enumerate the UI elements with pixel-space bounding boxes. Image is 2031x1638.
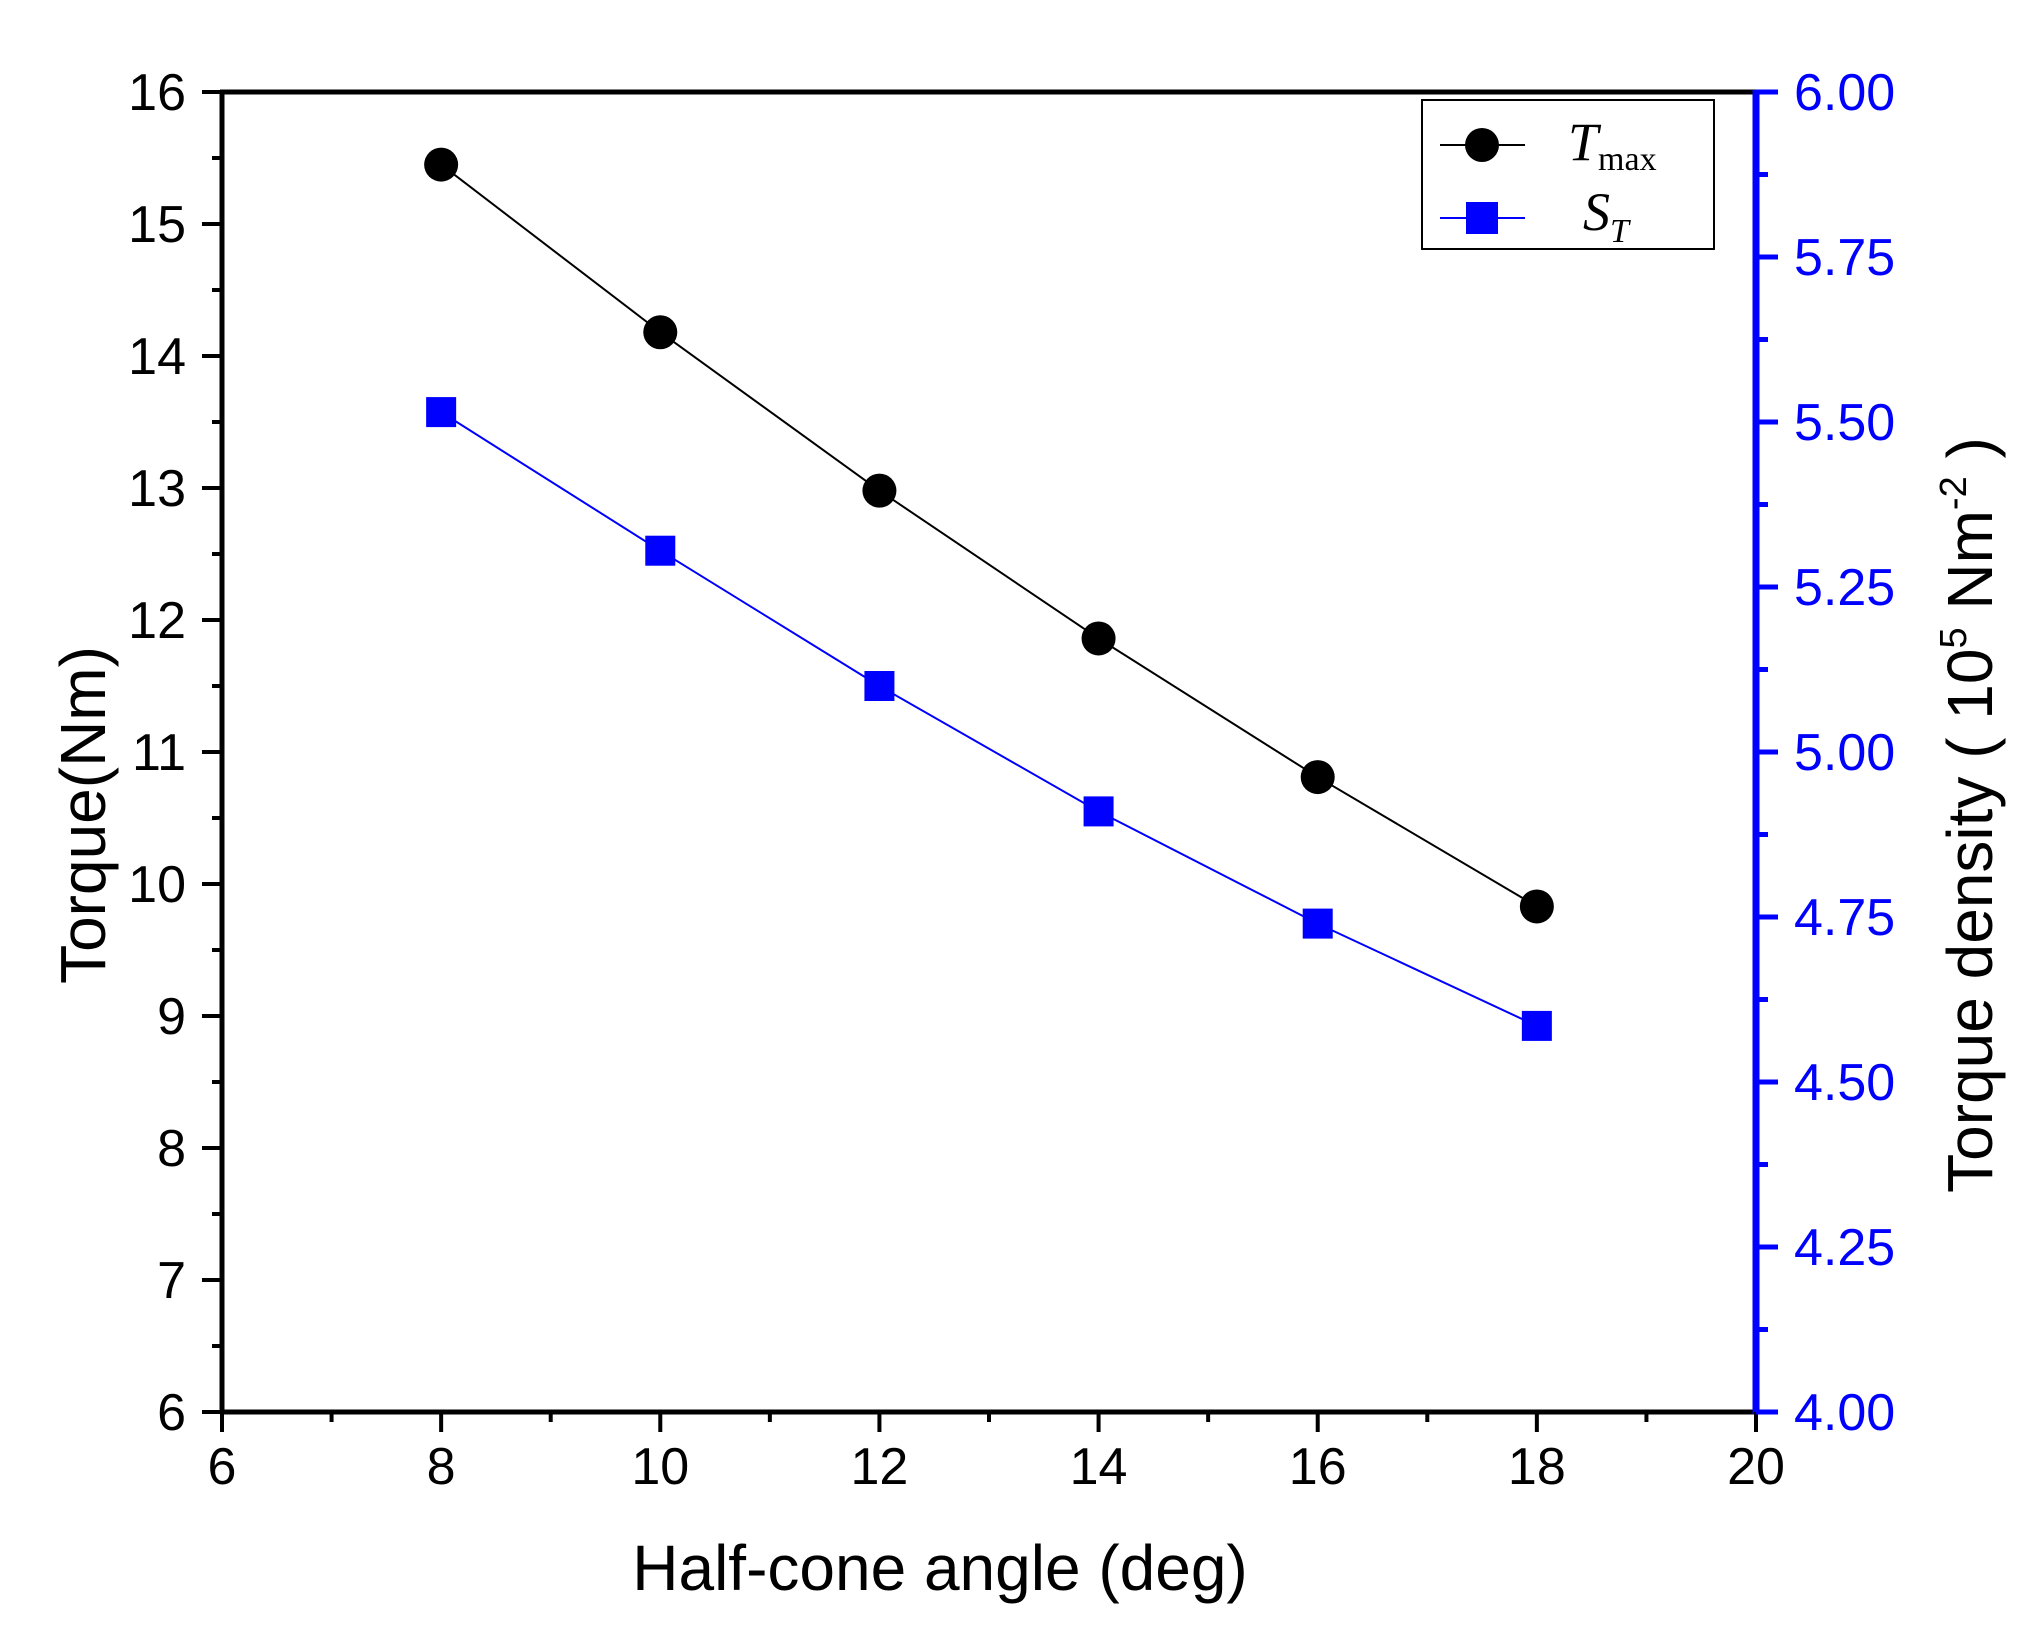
right-y-tick-label: 5.25 [1794,559,1895,617]
right-y-title-exp2: -2 [1933,476,1975,510]
right-y-tick-label: 5.00 [1794,724,1895,782]
data-point-tmax [862,473,897,508]
series-line-tmax [440,163,1538,908]
left-y-tick-label: 16 [128,64,186,122]
x-axis-ticks: 6 8 10 12 14 16 18 20 [208,1412,1785,1496]
left-y-tick-label: 7 [157,1252,186,1310]
data-point-st [1521,1010,1552,1041]
x-axis-title: Half-cone angle (deg) [632,1532,1247,1604]
right-y-title-mid: Nm [1934,510,2006,627]
right-y-tick-label: 4.00 [1794,1384,1895,1442]
x-tick-label: 14 [1070,1438,1128,1496]
legend-label-st: ST [1583,182,1631,250]
data-point-tmax [1081,621,1116,656]
left-y-tick-label: 6 [157,1384,186,1442]
right-y-tick-label: 5.50 [1794,394,1895,452]
x-tick-label: 12 [851,1438,909,1496]
data-point-st [1083,796,1114,827]
right-y-tick-label: 4.25 [1794,1219,1895,1277]
left-y-tick-label: 9 [157,988,186,1046]
left-y-tick-label: 11 [132,724,186,782]
right-y-tick-label: 5.75 [1794,229,1895,287]
x-tick-label: 16 [1289,1438,1347,1496]
right-y-tick-label: 4.50 [1794,1054,1895,1112]
x-tick-label: 18 [1508,1438,1566,1496]
right-y-tick-label: 6.00 [1794,64,1895,122]
legend-box [1421,99,1715,250]
right-y-title-suffix: ) [1934,437,2006,476]
data-point-st [645,535,676,566]
left-y-tick-label: 8 [157,1120,186,1178]
x-tick-label: 8 [427,1438,456,1496]
data-point-tmax [643,315,678,350]
right-y-axis-title: Torque density ( 105 Nm-2 ) [1933,437,2006,1193]
right-y-axis-ticks: 4.00 4.25 4.50 4.75 5.00 5.25 5.50 5.75 6.00 [1756,64,1895,1442]
data-point-tmax [424,147,459,182]
left-y-tick-label: 12 [128,592,186,650]
series-line-st [440,411,1538,1027]
left-y-tick-label: 13 [128,460,186,518]
left-y-tick-label: 14 [128,328,186,386]
axes-frame [219,89,1760,1415]
x-tick-label: 20 [1727,1438,1785,1496]
legend-label-tmax: Tmax [1568,112,1657,178]
left-y-axis-title: Torque(Nm) [47,646,119,984]
x-tick-label: 6 [208,1438,237,1496]
legend-marker-tmax [1465,128,1499,162]
data-point-st [1302,908,1333,939]
data-point-tmax [1300,760,1335,795]
data-point-tmax [1519,889,1554,924]
x-tick-label: 10 [631,1438,689,1496]
right-y-title-exp1: 5 [1933,627,1975,648]
left-y-tick-label: 15 [128,196,186,254]
legend: Tmax ST [1421,99,1715,250]
left-y-tick-label: 10 [128,856,186,914]
right-y-tick-label: 4.75 [1794,889,1895,947]
right-y-title-prefix: Torque density ( 10 [1934,649,2006,1193]
data-point-st [426,397,457,428]
series-layer [424,147,1554,1041]
left-y-axis-ticks: 6 7 8 9 10 11 12 13 14 15 16 [128,64,222,1442]
legend-marker-st [1466,202,1498,234]
data-point-st [864,671,895,701]
